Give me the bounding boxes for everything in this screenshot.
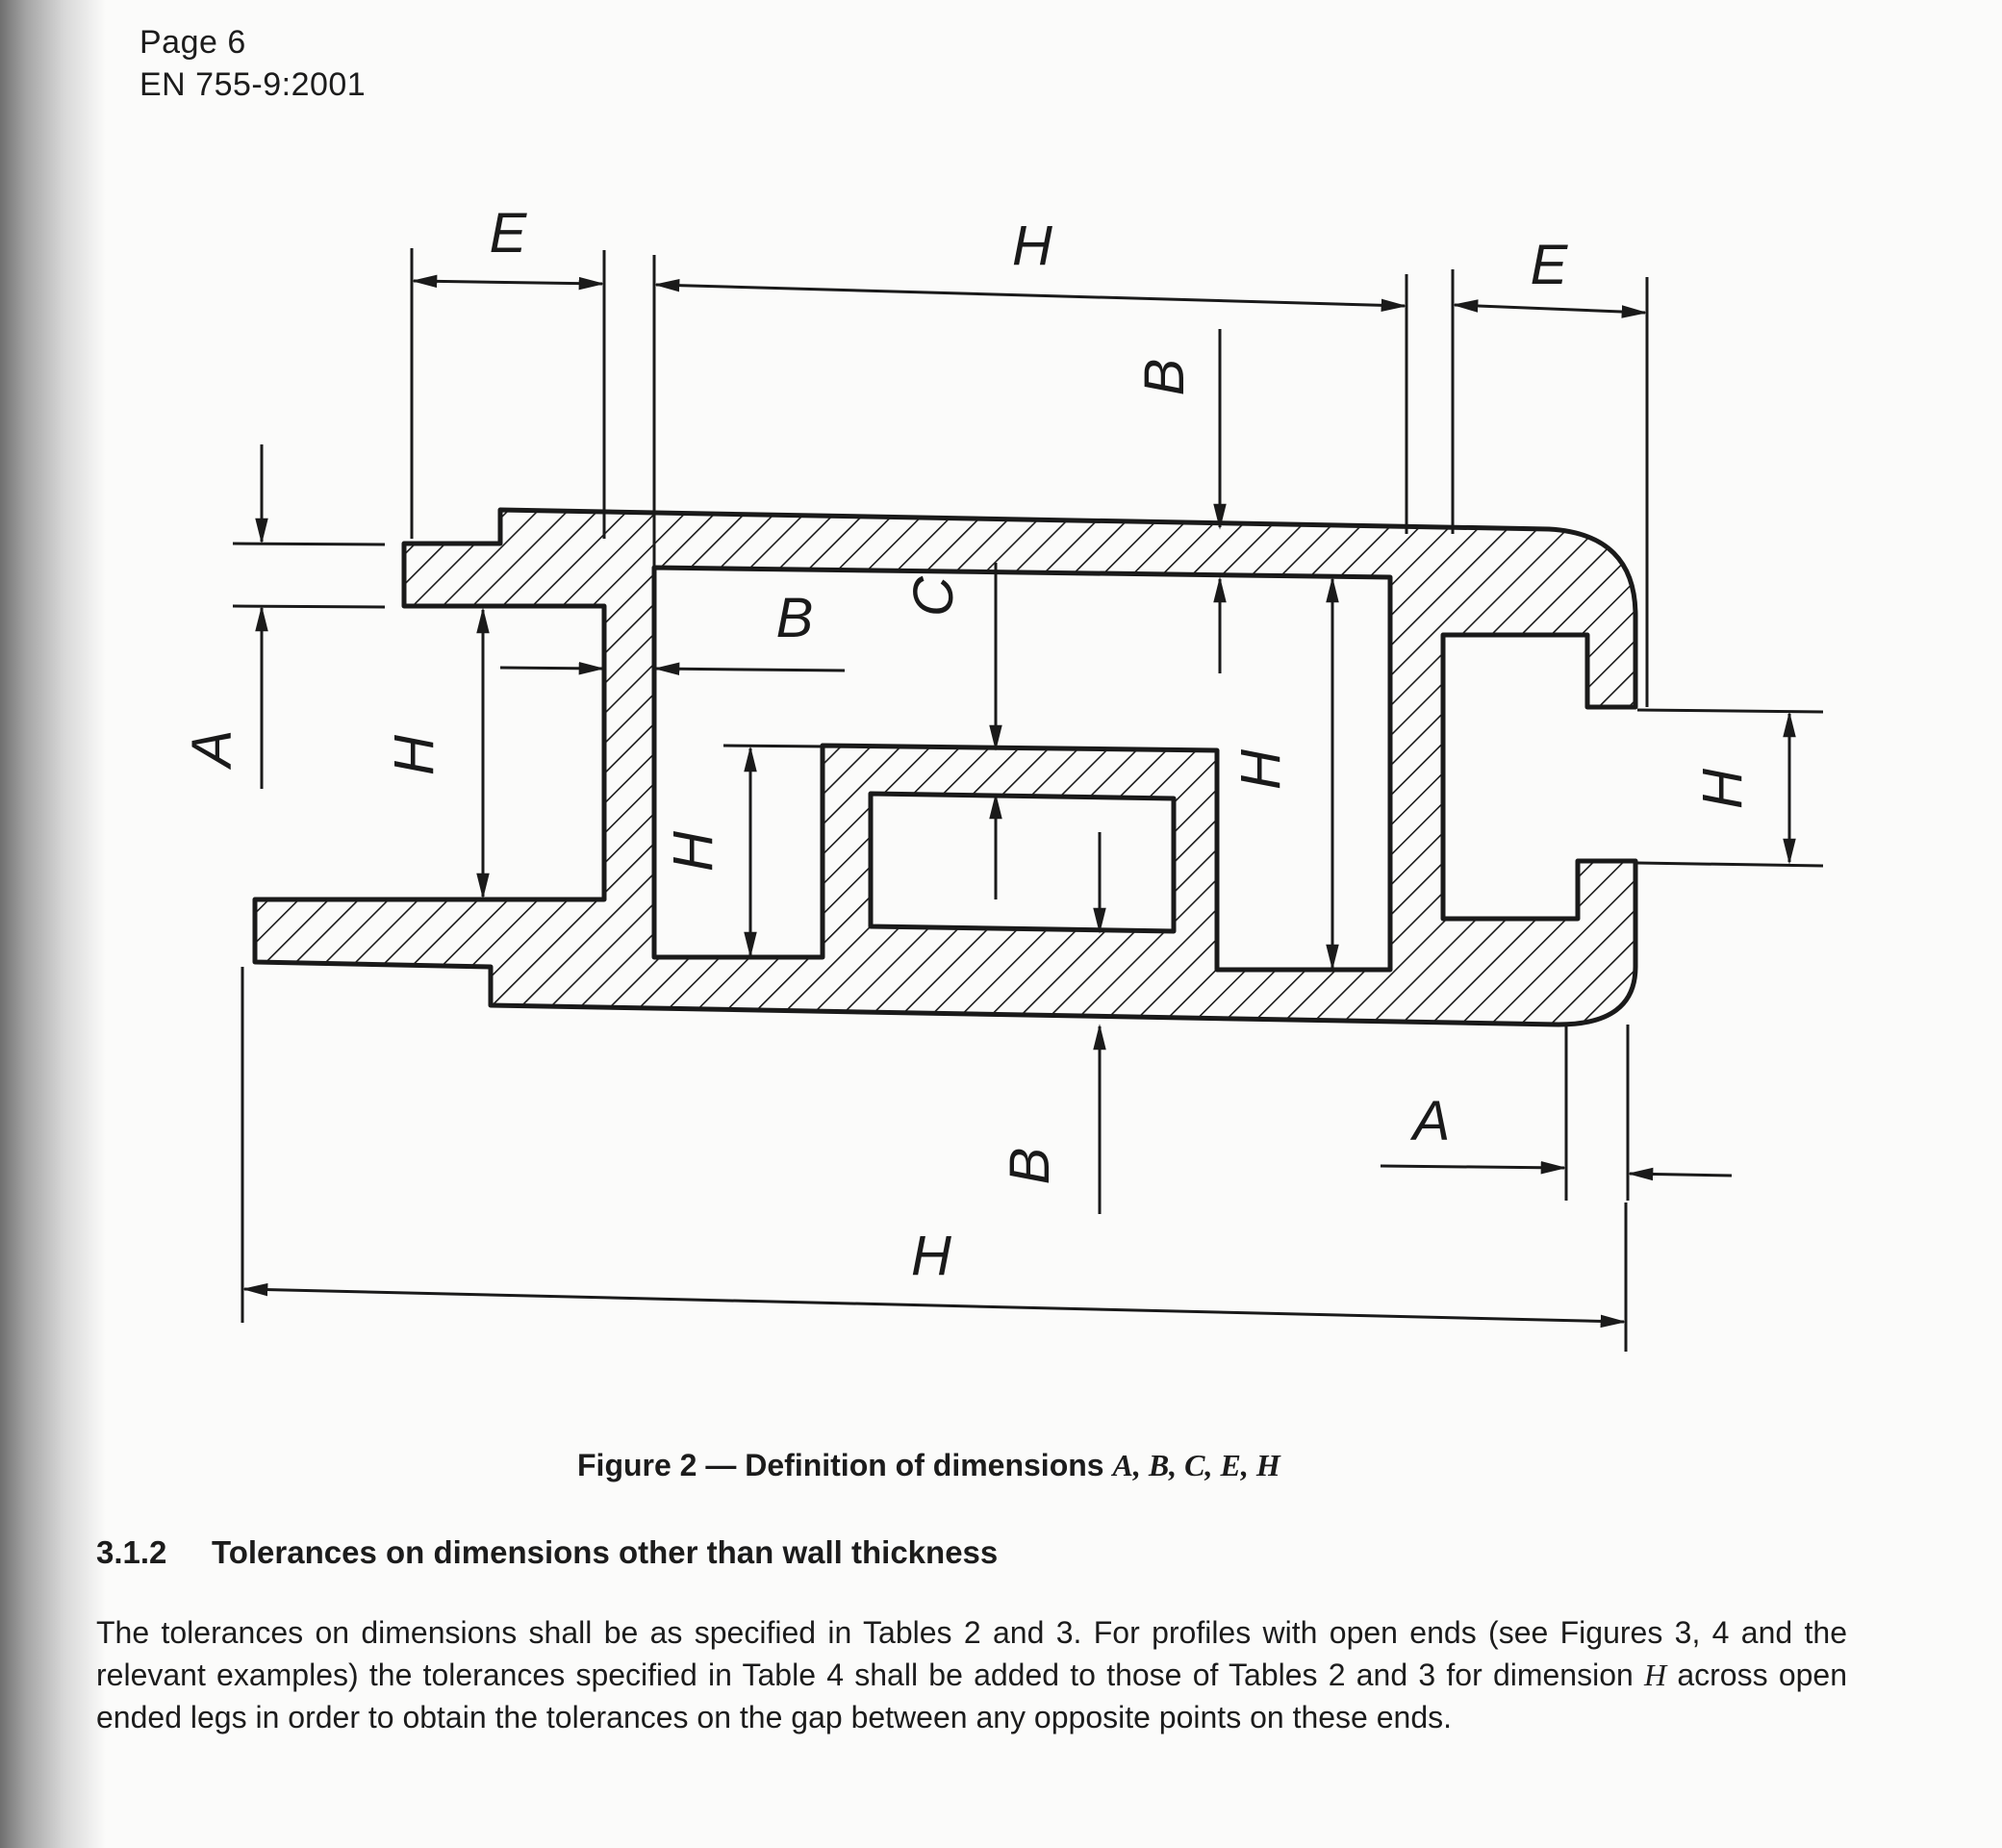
label-h-inner-channel: H xyxy=(662,831,724,872)
paragraph-part-1: The tolerances on dimensions shall be as… xyxy=(96,1615,1847,1692)
figure-caption: Figure 2 — Definition of dimensions A, B… xyxy=(577,1448,1280,1483)
label-b-top: B xyxy=(1133,359,1196,396)
paragraph-variable: H xyxy=(1644,1658,1667,1692)
section-title: Tolerances on dimensions other than wall… xyxy=(212,1534,999,1570)
section-heading: 3.1.2 Tolerances on dimensions other than… xyxy=(96,1534,998,1571)
profile-section xyxy=(252,507,1638,1027)
label-a-right: A xyxy=(1410,1090,1451,1152)
body-paragraph: The tolerances on dimensions shall be as… xyxy=(96,1611,1847,1738)
label-h-right-gap: H xyxy=(1691,769,1754,809)
label-h-right-inner: H xyxy=(1229,749,1292,790)
caption-variables: A, B, C, E, H xyxy=(1112,1448,1280,1482)
standard-reference: EN 755-9:2001 xyxy=(139,66,367,103)
label-h-left-gap: H xyxy=(383,735,445,775)
label-c: C xyxy=(902,575,965,617)
paragraph-part-2: across open ended legs in order to obtai… xyxy=(96,1658,1848,1734)
label-e-right: E xyxy=(1531,234,1569,296)
section-number: 3.1.2 xyxy=(96,1534,167,1570)
label-b-inner: B xyxy=(776,587,814,649)
label-h-top: H xyxy=(1012,215,1052,277)
page-number: Page 6 xyxy=(139,24,246,61)
dimension-figure: E H E B B C A H H H H A B H xyxy=(181,202,1824,1352)
label-a-left: A xyxy=(181,730,243,771)
label-h-overall: H xyxy=(911,1225,951,1287)
caption-text: Figure 2 — Definition of dimensions xyxy=(577,1448,1113,1482)
page-header: Page 6 EN 755-9:2001 xyxy=(139,21,366,106)
label-b-bottom: B xyxy=(999,1148,1061,1185)
label-e-left: E xyxy=(490,202,528,265)
